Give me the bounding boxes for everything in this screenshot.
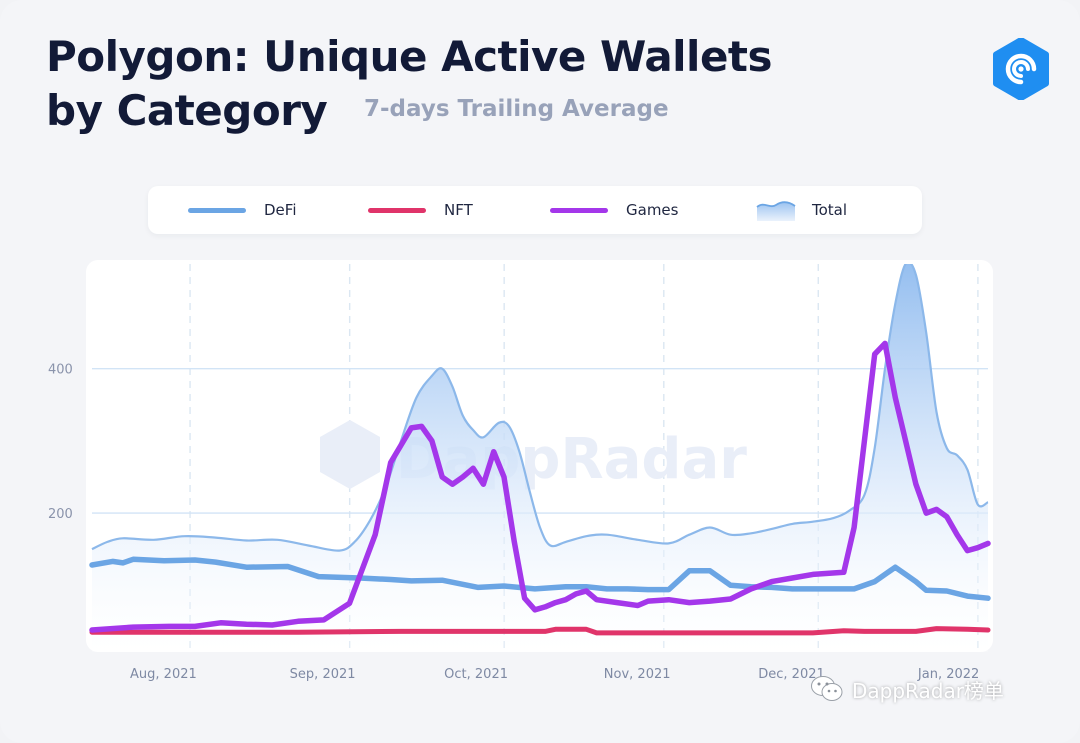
legend-label-defi: DeFi: [264, 201, 297, 219]
title-line-1: Polygon: Unique Active Wallets: [46, 32, 773, 81]
wechat-label: DappRadar榜单: [852, 678, 1004, 703]
legend-item-games: Games: [550, 186, 678, 234]
x-tick-label: Sep, 2021: [290, 667, 356, 682]
wechat-credit: DappRadar榜单: [810, 674, 1004, 704]
legend-swatch-nft: [368, 207, 426, 213]
legend-label-games: Games: [626, 201, 679, 219]
series-layer: [89, 264, 991, 652]
axis-layer: 200 400 Aug, 2021 Sep, 2021 Oct, 2021 Nov, 20…: [48, 363, 979, 682]
grid-layer: [92, 264, 988, 648]
x-tick-label: Aug, 2021: [130, 667, 197, 682]
legend-item-total: Total: [756, 186, 847, 234]
x-tick-label: Nov, 2021: [604, 667, 671, 682]
series-defi-line: [89, 556, 991, 601]
y-tick-label: 400: [48, 363, 73, 378]
legend-label-nft: NFT: [444, 201, 473, 219]
wechat-icon: [811, 676, 843, 701]
chart-subtitle: 7-days Trailing Average: [364, 96, 669, 122]
legend-swatch-games: [550, 207, 608, 213]
legend-item-defi: DeFi: [188, 186, 296, 234]
x-tick-label: Jan, 2022: [917, 667, 979, 682]
dappradar-logo-icon: [993, 38, 1049, 100]
series-nft-line: [89, 626, 991, 636]
y-tick-label: 200: [48, 507, 73, 522]
x-tick-label: Oct, 2021: [444, 667, 508, 682]
legend-swatch-total: [756, 201, 796, 221]
chart-title: Polygon: Unique Active Wallets by Catego…: [46, 30, 773, 138]
series-games-line: [89, 340, 991, 633]
legend-label-total: Total: [812, 201, 848, 219]
series-total-area: [92, 264, 988, 652]
title-line-2: by Category: [46, 86, 328, 135]
legend-item-nft: NFT: [368, 186, 473, 234]
series-total-line: [91, 264, 989, 552]
x-tick-label: Dec, 2021: [758, 667, 825, 682]
legend-swatch-defi: [188, 207, 246, 213]
chart-legend: DeFi NFT Games Total: [148, 186, 922, 234]
